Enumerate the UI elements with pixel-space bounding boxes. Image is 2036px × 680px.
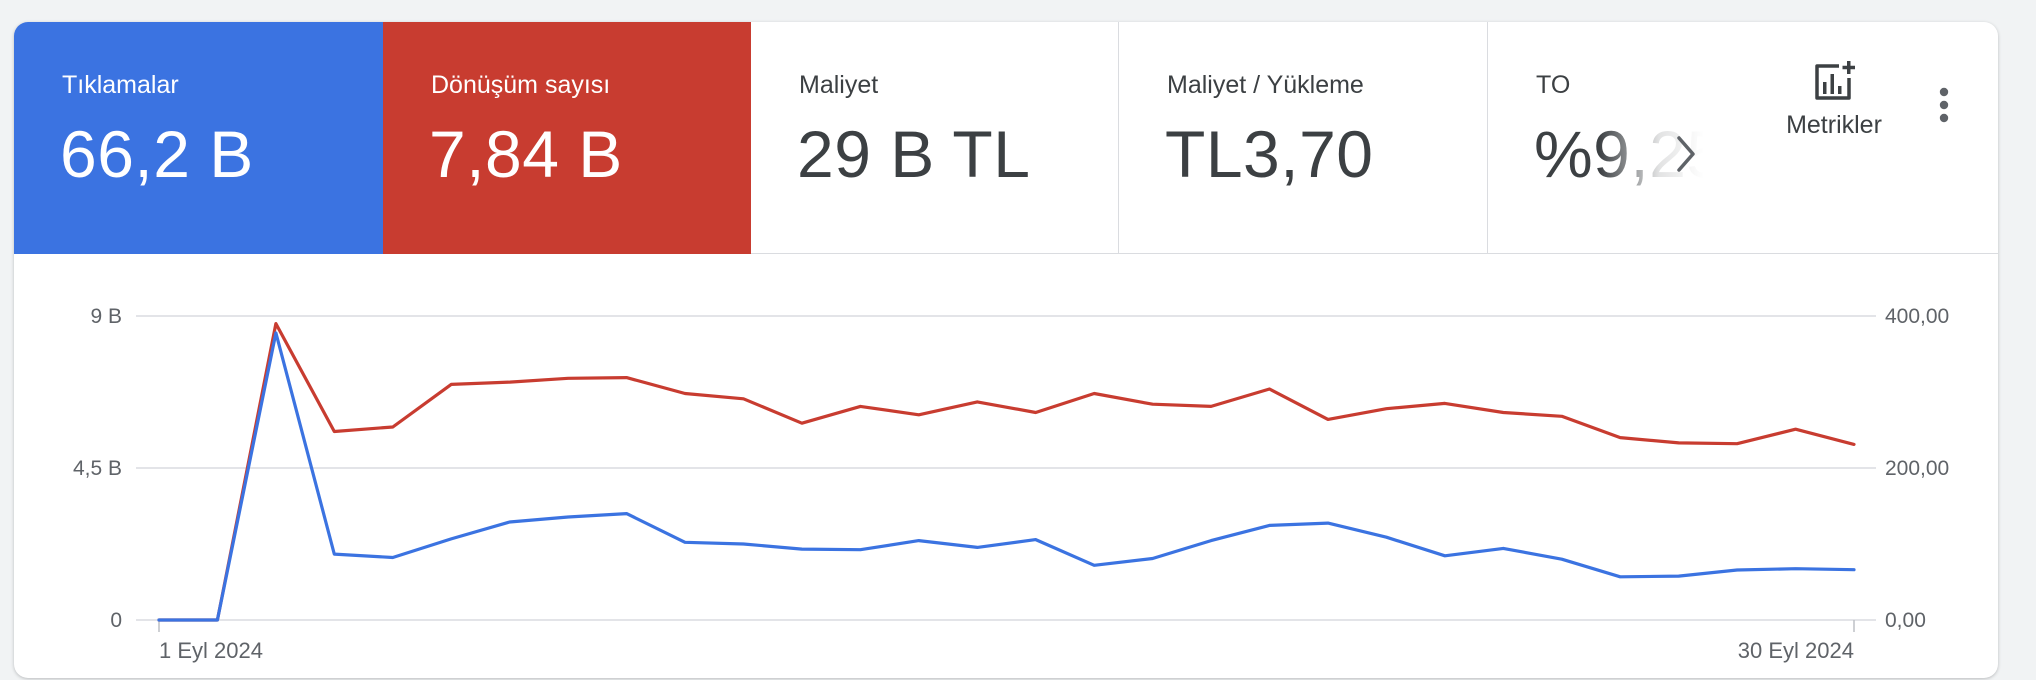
series-line-conversions <box>157 321 1856 622</box>
tile-clicks-value: 66,2 B <box>60 117 254 191</box>
tile-conversion-rate-label: TO <box>1536 71 1571 99</box>
x-tick-label: 1 Eyl 2024 <box>159 638 263 663</box>
tile-conversions-value: 7,84 B <box>429 117 623 191</box>
y-right-tick-label: 400,00 <box>1885 305 1949 328</box>
line-chart: 0 0,00 4,5 B 200,00 9 B 400,00 1 Eyl 2024 30 Ey… <box>73 305 1949 663</box>
chevron-right-icon[interactable] <box>1666 128 1706 180</box>
add-chart-icon <box>1815 61 1855 100</box>
metrics-button[interactable]: Metrikler <box>1764 60 1904 170</box>
tile-clicks[interactable]: Tıklamalar 66,2 B <box>14 22 383 254</box>
series-line-clicks <box>157 331 1856 622</box>
more-vert-icon[interactable] <box>1924 62 1964 152</box>
y-left-tick-label: 0 <box>110 609 122 632</box>
tile-cost-per-install-label: Maliyet / Yükleme <box>1167 71 1364 99</box>
tile-cost-per-install[interactable]: Maliyet / Yükleme TL3,70 <box>1119 22 1488 254</box>
tile-clicks-label: Tıklamalar <box>62 71 179 99</box>
tile-cost[interactable]: Maliyet 29 B TL <box>751 22 1119 254</box>
y-right-tick-label: 0,00 <box>1885 609 1926 632</box>
tile-cost-label: Maliyet <box>799 71 879 99</box>
metric-tiles: Tıklamalar 66,2 B Dönüşüm sayısı 7,84 B … <box>14 22 1998 254</box>
y-right-tick-label: 200,00 <box>1885 457 1949 480</box>
tile-cost-per-install-value: TL3,70 <box>1165 117 1374 191</box>
tile-conversions[interactable]: Dönüşüm sayısı 7,84 B <box>383 22 751 254</box>
tile-cost-value: 29 B TL <box>797 117 1031 191</box>
performance-card: Tıklamalar 66,2 B Dönüşüm sayısı 7,84 B … <box>14 22 1998 678</box>
y-left-tick-label: 9 B <box>90 305 122 328</box>
metrics-button-label: Metrikler <box>1786 111 1882 139</box>
tile-overflow-fade <box>1599 102 1749 212</box>
x-tick-label: 30 Eyl 2024 <box>1738 638 1854 663</box>
tile-conversions-label: Dönüşüm sayısı <box>431 71 611 99</box>
y-left-tick-label: 4,5 B <box>73 457 122 480</box>
